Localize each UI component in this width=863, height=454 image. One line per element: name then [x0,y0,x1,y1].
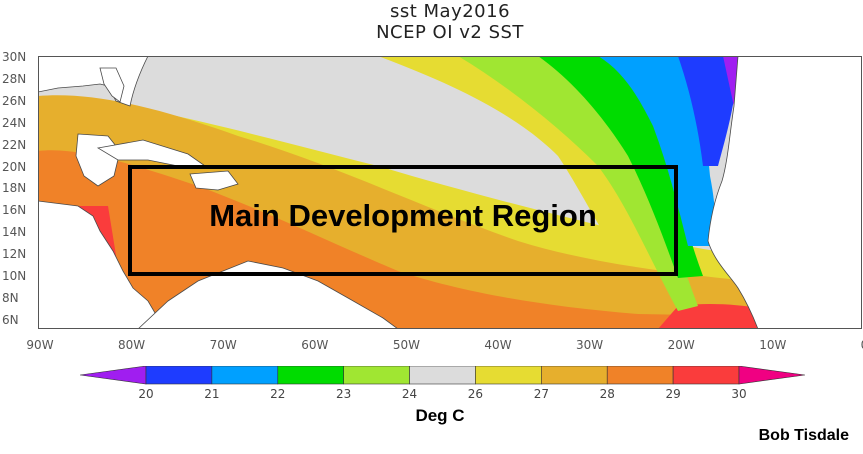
land-hispaniola [189,170,239,191]
colorbar-tick-label: 20 [138,387,154,401]
colorbar-tick-label: 30 [731,387,747,401]
title-line-2: NCEP OI v2 SST [376,22,524,43]
lon-tick-label: 50W [392,338,420,352]
lon-tick-label: 0 [844,338,863,352]
lat-tick-label: 30N [2,50,27,64]
lat-tick-label: 22N [2,137,27,152]
colorbar-segment [541,366,608,385]
lat-tick-label: 18N [2,181,27,196]
colorbar-unit: Deg C [415,406,465,425]
lat-tick-label: 10N [2,269,27,283]
colorbar-segment [409,366,476,385]
lat-tick-label: 12N [2,247,27,262]
colorbar-segment [277,366,344,385]
lon-tick-label: 70W [209,338,237,352]
lat-tick-label: 14N [2,225,27,240]
colorbar-tick-label: 22 [270,387,286,401]
lat-tick-label: 26N [2,93,27,108]
colorbar-tick-label: 21 [204,387,220,401]
colorbar-tick-label: 26 [467,387,484,401]
lat-tick-label: 8N [2,290,19,305]
colorbar-segment [475,366,542,385]
colorbar-segment [211,366,279,385]
colorbar-tick-label: 29 [665,387,681,401]
land-africa [707,56,862,329]
lon-tick-label: 80W [118,338,146,352]
colorbar-max-arrow [738,366,805,385]
sst-band-22 [598,56,716,246]
region-label: Main Development Region [209,198,597,233]
colorbar-min-arrow [80,366,147,385]
colorbar [80,366,805,385]
lon-tick-label: 90W [26,338,54,352]
colorbar-segment [343,366,410,385]
sst-band-21 [678,56,738,166]
lon-tick-label: 40W [484,338,512,352]
colorbar-tick-label: 28 [599,387,615,401]
lat-tick-label: 16N [2,203,27,218]
lat-tick-label: 6N [2,312,19,327]
lat-tick-label: 28N [2,71,27,86]
sst-map [38,56,862,329]
colorbar-segment [145,366,213,385]
lat-tick-label: 24N [2,115,27,130]
land-florida [99,67,125,103]
lon-tick-label: 20W [667,338,695,352]
colorbar-segment [672,366,740,385]
lon-tick-label: 10W [759,338,787,352]
colorbar-tick-label: 23 [336,387,352,401]
lon-tick-label: 30W [576,338,604,352]
title-line-1: sst May2016 [389,1,511,22]
map-frame [38,56,862,329]
author-credit: Bob Tisdale [758,427,849,444]
colorbar-tick-label: 24 [401,387,418,401]
land-central-america [38,200,189,329]
colorbar-segment [606,366,674,385]
lat-tick-label: 20N [2,159,27,174]
main-development-region-box [128,165,678,276]
lon-tick-label: 60W [301,338,329,352]
colorbar-tick-label: 27 [533,387,549,401]
